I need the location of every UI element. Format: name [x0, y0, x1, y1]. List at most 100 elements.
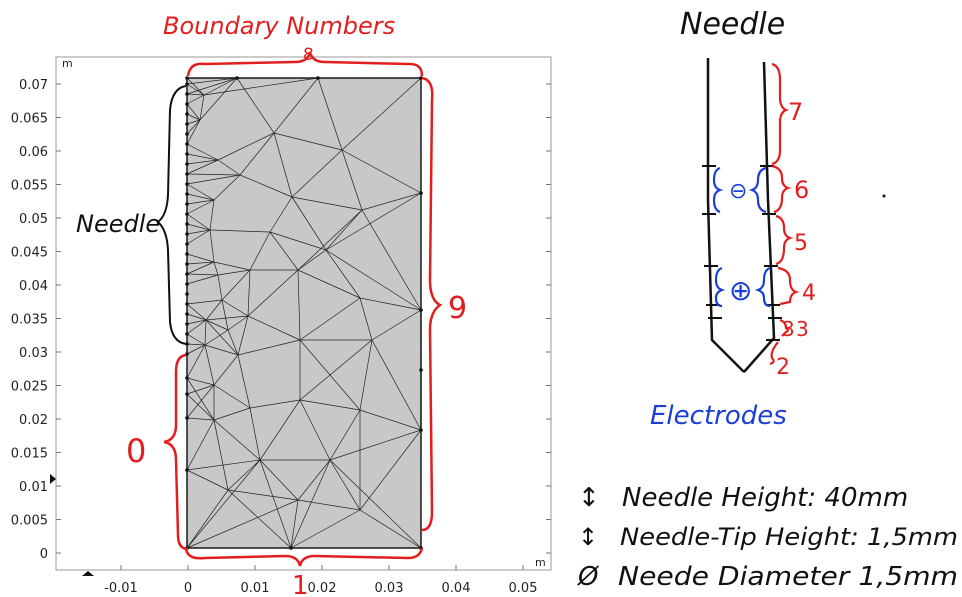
mesh-edge [186, 77, 205, 96]
mesh-edge [186, 384, 215, 395]
needle-number-5: 5 [794, 231, 808, 256]
mesh-edge [359, 297, 422, 311]
mesh-node [185, 132, 189, 136]
mesh-edge [329, 409, 361, 461]
y-tick-label: 0.01 [19, 480, 48, 495]
mesh-edge [341, 149, 363, 211]
y-tick-label: 0.045 [11, 246, 48, 261]
mesh-edge [217, 274, 223, 301]
mesh-edge [186, 113, 201, 121]
mesh-edge [186, 199, 215, 215]
mesh-edge [221, 269, 251, 301]
mesh-edge [297, 269, 301, 341]
mesh-edge [299, 339, 361, 411]
mesh-edge [227, 459, 261, 491]
y-tick-label: 0.005 [11, 514, 48, 529]
x-tick-label: 0.04 [442, 581, 471, 596]
x-tick-label: 0.01 [241, 581, 270, 596]
mesh-edge [186, 159, 219, 175]
mesh-edge [359, 429, 422, 511]
mesh-edge [186, 459, 261, 549]
mesh-edge [247, 269, 299, 317]
y-axis-ticks: 0.07 0.065 0.06 0.055 0.05 0.045 0.04 0.035 0.03… [11, 78, 551, 562]
mesh-edge [317, 77, 343, 151]
mesh-edge [217, 132, 275, 161]
mesh-edge [259, 459, 299, 501]
needle-ticks [702, 165, 782, 341]
mesh-edge [186, 261, 215, 275]
x-tick-label: 0 [184, 581, 192, 596]
mesh-edge [186, 103, 201, 121]
mesh-edge [269, 196, 293, 233]
mesh-edge [186, 143, 219, 161]
mesh-edge [186, 193, 215, 201]
mesh-node [185, 222, 189, 226]
mesh-edge [273, 132, 293, 198]
mesh-node [185, 102, 189, 106]
mesh-node [185, 182, 189, 186]
mesh-edge [186, 419, 215, 471]
x-tick-label: 0.05 [509, 581, 538, 596]
mesh-edge [359, 409, 422, 431]
mesh-edge [186, 459, 261, 471]
mesh-edge [186, 313, 207, 321]
mesh-edge [186, 333, 206, 346]
brace-bottom [184, 547, 424, 567]
mesh-node [185, 416, 189, 420]
mesh-edge [186, 499, 299, 549]
mesh-edge [359, 297, 373, 341]
mesh-edge [329, 459, 422, 549]
note-symbol-1: ↕ [578, 483, 600, 513]
mesh-edge [290, 499, 299, 549]
mesh-edge [227, 489, 299, 501]
mesh-node [185, 252, 189, 256]
mesh-edge [186, 119, 201, 135]
mesh-edge [186, 173, 241, 176]
mesh-edge [209, 229, 215, 263]
mesh-edge [290, 459, 331, 549]
mesh-node [185, 292, 189, 296]
mesh-edge [186, 303, 207, 321]
mesh-node [185, 376, 189, 380]
brace-right [421, 76, 443, 532]
mesh-edge [186, 489, 229, 549]
brace-left-red [163, 353, 189, 551]
mesh-edge [186, 384, 215, 419]
mesh-edge [291, 149, 343, 198]
mesh-edge [186, 229, 211, 235]
mesh-domain [185, 76, 423, 550]
x-axis-ticks: -0.01 0 0.01 0.02 0.03 0.04 0.05 [104, 565, 537, 596]
mesh-node [185, 262, 189, 266]
mesh-edge [205, 315, 249, 321]
mesh-edge [204, 319, 207, 346]
note-tip-height: Needle-Tip Height: 1,5mm [620, 523, 958, 551]
mesh-edge [213, 419, 261, 461]
mesh-edge [213, 174, 241, 201]
mesh-node [185, 352, 189, 356]
mesh-edge [203, 77, 319, 96]
mesh-edge [186, 119, 201, 145]
mesh-edge [186, 274, 219, 285]
mesh-edge [204, 344, 239, 356]
mesh-edge [291, 196, 363, 211]
mesh-edge [249, 231, 271, 271]
mesh-edge [237, 315, 249, 356]
needle-region-label: Needle [76, 210, 160, 238]
mesh-edge [273, 77, 319, 134]
mesh-edge [236, 77, 275, 134]
mesh-edge [203, 77, 238, 96]
mesh-edge [329, 429, 422, 461]
mesh-edge [186, 153, 219, 161]
y-tick-label: 0.065 [11, 112, 48, 127]
needle-sketch-title: Needle [680, 7, 785, 42]
y-tick-label: 0.055 [11, 179, 48, 194]
mesh-edge [186, 319, 207, 335]
mesh-edge [227, 489, 292, 549]
mesh-node [185, 468, 189, 472]
mesh-edge [204, 329, 229, 346]
mesh-edge [186, 213, 211, 231]
mesh-edge [299, 399, 331, 461]
mesh-edge [186, 119, 201, 125]
y-tick-label: 0.03 [19, 346, 48, 361]
